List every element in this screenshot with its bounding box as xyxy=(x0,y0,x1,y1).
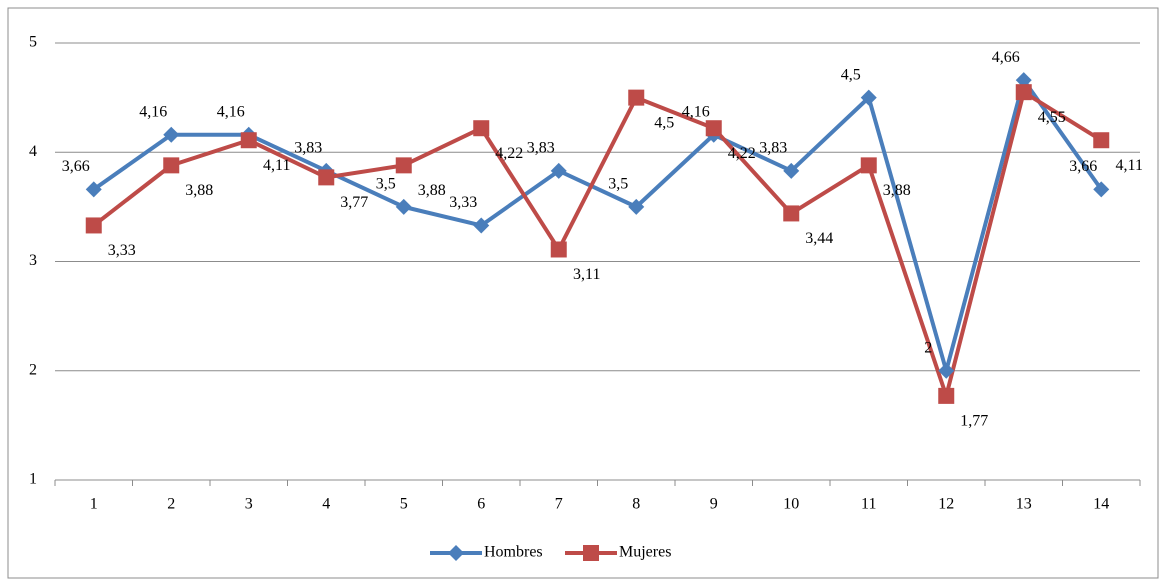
x-tick-label: 1 xyxy=(90,496,98,513)
data-point xyxy=(1093,132,1110,149)
data-point xyxy=(395,198,412,215)
y-tick-label: 1 xyxy=(29,471,37,488)
legend-marker xyxy=(448,545,464,561)
x-tick-label: 4 xyxy=(322,496,330,513)
data-point xyxy=(1093,181,1110,198)
data-label: 4,16 xyxy=(217,103,245,120)
data-point xyxy=(1015,72,1032,89)
data-label: 3,77 xyxy=(340,194,368,211)
x-tick-label: 12 xyxy=(938,496,954,513)
data-label: 4,5 xyxy=(841,66,861,83)
data-point xyxy=(550,162,567,179)
data-point xyxy=(783,162,800,179)
data-label: 3,33 xyxy=(449,194,477,211)
data-point xyxy=(705,120,722,137)
y-tick-label: 4 xyxy=(29,143,37,160)
data-label: 3,83 xyxy=(527,139,555,156)
data-point xyxy=(395,157,412,174)
data-point xyxy=(860,89,877,106)
data-point xyxy=(163,157,180,174)
data-point xyxy=(473,120,490,137)
x-tick-label: 2 xyxy=(167,496,175,513)
series-line xyxy=(92,78,1103,373)
data-point xyxy=(473,217,490,234)
data-point xyxy=(938,362,955,379)
data-label: 3,33 xyxy=(108,242,136,259)
data-label: 4,11 xyxy=(263,157,290,174)
data-label: 3,5 xyxy=(608,176,628,193)
data-label: 2 xyxy=(924,339,932,356)
data-label: 4,16 xyxy=(682,103,710,120)
legend-marker xyxy=(583,545,599,561)
y-tick-label: 5 xyxy=(29,34,37,51)
series-line xyxy=(92,90,1103,398)
data-point xyxy=(85,217,102,234)
data-label: 3,83 xyxy=(759,139,787,156)
chart-border xyxy=(7,7,1159,579)
legend-label: Hombres xyxy=(484,544,543,561)
data-point xyxy=(628,89,645,106)
x-tick-label: 14 xyxy=(1093,496,1109,513)
data-point xyxy=(860,157,877,174)
legend-label: Mujeres xyxy=(619,544,671,561)
data-label: 3,83 xyxy=(294,139,322,156)
data-label: 3,88 xyxy=(185,182,213,199)
data-point xyxy=(85,181,102,198)
x-tick-label: 5 xyxy=(400,496,408,513)
data-point xyxy=(1015,84,1032,101)
data-label: 3,5 xyxy=(376,176,396,193)
data-label: 3,11 xyxy=(573,266,600,283)
data-label: 3,44 xyxy=(805,230,833,247)
x-tick-label: 11 xyxy=(861,496,876,513)
y-tick-label: 2 xyxy=(29,361,37,378)
data-point xyxy=(783,205,800,222)
data-point xyxy=(938,387,955,404)
data-point xyxy=(163,126,180,143)
x-tick-label: 10 xyxy=(783,496,799,513)
data-label: 1,77 xyxy=(960,413,988,430)
x-tick-label: 6 xyxy=(477,496,485,513)
x-tick-label: 9 xyxy=(710,496,718,513)
data-point xyxy=(550,241,567,258)
data-label: 3,66 xyxy=(1069,158,1097,175)
x-tick-label: 8 xyxy=(632,496,640,513)
x-tick-label: 7 xyxy=(555,496,563,513)
data-label: 4,11 xyxy=(1116,157,1143,174)
data-label: 4,55 xyxy=(1038,109,1066,126)
x-tick-label: 3 xyxy=(245,496,253,513)
data-point xyxy=(628,198,645,215)
y-tick-label: 3 xyxy=(29,252,37,269)
data-label: 3,66 xyxy=(62,158,90,175)
data-point xyxy=(318,169,335,186)
data-point xyxy=(240,132,257,149)
data-label: 4,22 xyxy=(495,145,523,162)
data-label: 4,5 xyxy=(654,114,674,131)
data-label: 4,16 xyxy=(139,103,167,120)
x-tick-label: 13 xyxy=(1016,496,1032,513)
data-label: 4,66 xyxy=(992,49,1020,66)
data-label: 3,88 xyxy=(883,182,911,199)
data-label: 4,22 xyxy=(728,145,756,162)
data-label: 3,88 xyxy=(418,182,446,199)
